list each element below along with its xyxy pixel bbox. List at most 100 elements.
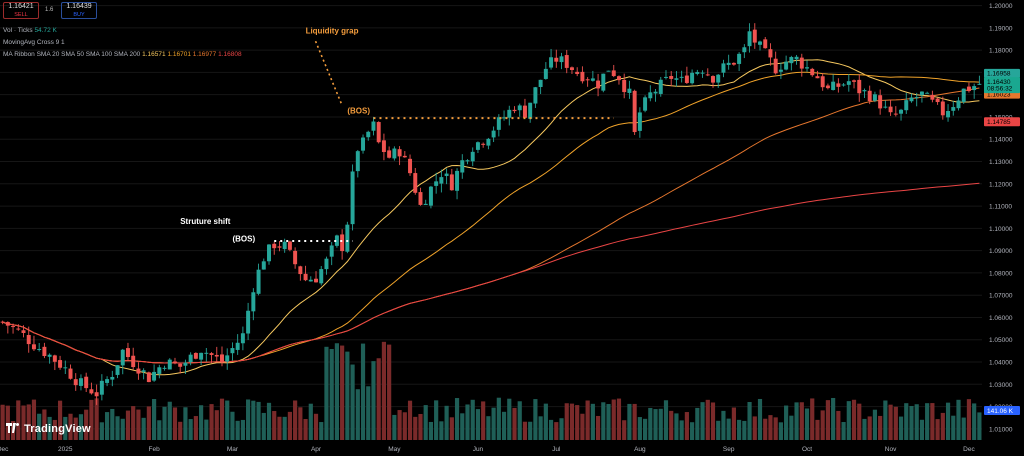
volume-bar [418, 413, 423, 440]
candle [256, 263, 261, 296]
candle [831, 74, 836, 91]
volume-bar [266, 402, 272, 440]
volume-bar [287, 411, 292, 440]
candle-body [298, 266, 303, 275]
volume-bar [810, 398, 815, 440]
time-tick-label: Mar [227, 446, 239, 453]
candle-body [246, 310, 251, 334]
time-tick-label: Feb [148, 446, 160, 453]
candle [872, 91, 877, 103]
volume-bar [851, 399, 857, 440]
volume-bar [199, 405, 204, 440]
volume-bar [747, 401, 752, 440]
candle [423, 199, 428, 206]
candle-body [125, 348, 130, 358]
tradingview-logo-icon [6, 423, 19, 433]
price-tag-bg [984, 117, 1020, 127]
volume-bar [52, 419, 57, 440]
candle-body [470, 151, 475, 162]
volume-indicator-legend[interactable]: Vol · Ticks 54.72 K [3, 27, 57, 34]
volume-bar [251, 400, 256, 440]
candle-body [84, 376, 89, 389]
moving-avg-cross-legend[interactable]: MovingAvg Cross 9 1 [3, 39, 65, 46]
time-tick-label: Dec [0, 446, 9, 453]
volume-bar [397, 410, 402, 440]
candle [345, 221, 350, 254]
candle [444, 168, 449, 185]
candle-body [784, 61, 789, 70]
price-tag: 1.16958 [987, 71, 1011, 78]
candle-body [392, 148, 397, 159]
candle-body [465, 160, 470, 162]
volume-bar [413, 416, 418, 440]
candle [684, 66, 689, 84]
volume-bar [648, 407, 653, 440]
candle-body [878, 95, 883, 109]
candle-body [408, 158, 413, 174]
volume-bar [21, 405, 26, 440]
volume-bar [611, 399, 616, 440]
volume-bar [554, 422, 559, 440]
spread-value: 1.6 [45, 7, 54, 13]
annotation-label: Struture shift [180, 217, 231, 226]
volume-bar [653, 409, 658, 440]
liquidity-grab-pointer [314, 40, 343, 104]
volume-bar [966, 399, 972, 440]
candle-body [789, 57, 794, 64]
candle [319, 266, 324, 286]
time-tick-label: 2025 [58, 446, 73, 453]
candle [26, 326, 31, 353]
candle [78, 374, 83, 391]
volume-bar [690, 422, 695, 440]
bos-levels [274, 40, 614, 243]
volume-bar [820, 410, 825, 440]
moving-avg-cross-name: MovingAvg Cross 9 1 [3, 39, 65, 46]
ma-ribbon-name: MA Ribbon SMA 20 SMA 50 SMA 100 SMA 200 [3, 51, 141, 58]
sell-button[interactable]: 1.16421 SELL [3, 2, 39, 19]
candle [303, 265, 308, 282]
volume-bar [742, 420, 747, 440]
volume-bar [778, 422, 783, 440]
price-axis[interactable]: 1.200001.190001.180001.170001.160001.150… [984, 3, 1020, 433]
candle-body [747, 31, 752, 47]
candle [836, 78, 841, 93]
ma-ribbon-legend[interactable]: MA Ribbon SMA 20 SMA 50 SMA 100 SMA 200 … [3, 51, 242, 58]
tradingview-logo[interactable]: TradingView [6, 423, 91, 435]
candle-body [5, 322, 10, 326]
volume-bar [303, 419, 308, 440]
candle-body [455, 170, 460, 191]
volume-bar [246, 399, 251, 440]
candle-body [643, 97, 648, 111]
candle [225, 348, 230, 370]
candle-body [648, 92, 653, 99]
candle [209, 352, 214, 363]
candle [716, 74, 721, 88]
candle [267, 244, 271, 265]
candle [569, 66, 574, 75]
candle-body [846, 81, 851, 85]
candle [214, 346, 219, 363]
time-axis[interactable]: Dec 2025 Feb Mar Apr May Jun Jul Aug Sep Oct Nov Dec [0, 446, 975, 453]
candle [5, 321, 10, 334]
candle [475, 141, 480, 154]
candle-body [162, 367, 167, 369]
volume-bar [172, 407, 178, 440]
volume-bar [167, 401, 172, 440]
buy-button[interactable]: 1.16439 BUY [61, 2, 97, 19]
candle-body [26, 334, 31, 345]
candle [308, 276, 313, 282]
volume-bar [825, 400, 830, 440]
volume-bar [94, 398, 99, 440]
candle-body [726, 62, 731, 65]
candle [616, 75, 621, 85]
candle [773, 51, 778, 75]
volume-bar [57, 400, 63, 440]
volume-bar [737, 419, 742, 440]
candle [663, 70, 668, 80]
volume-bar [84, 409, 89, 440]
volume-bar [0, 404, 5, 440]
candle-body [669, 76, 674, 79]
candle-body [16, 328, 21, 330]
candle [188, 352, 193, 366]
